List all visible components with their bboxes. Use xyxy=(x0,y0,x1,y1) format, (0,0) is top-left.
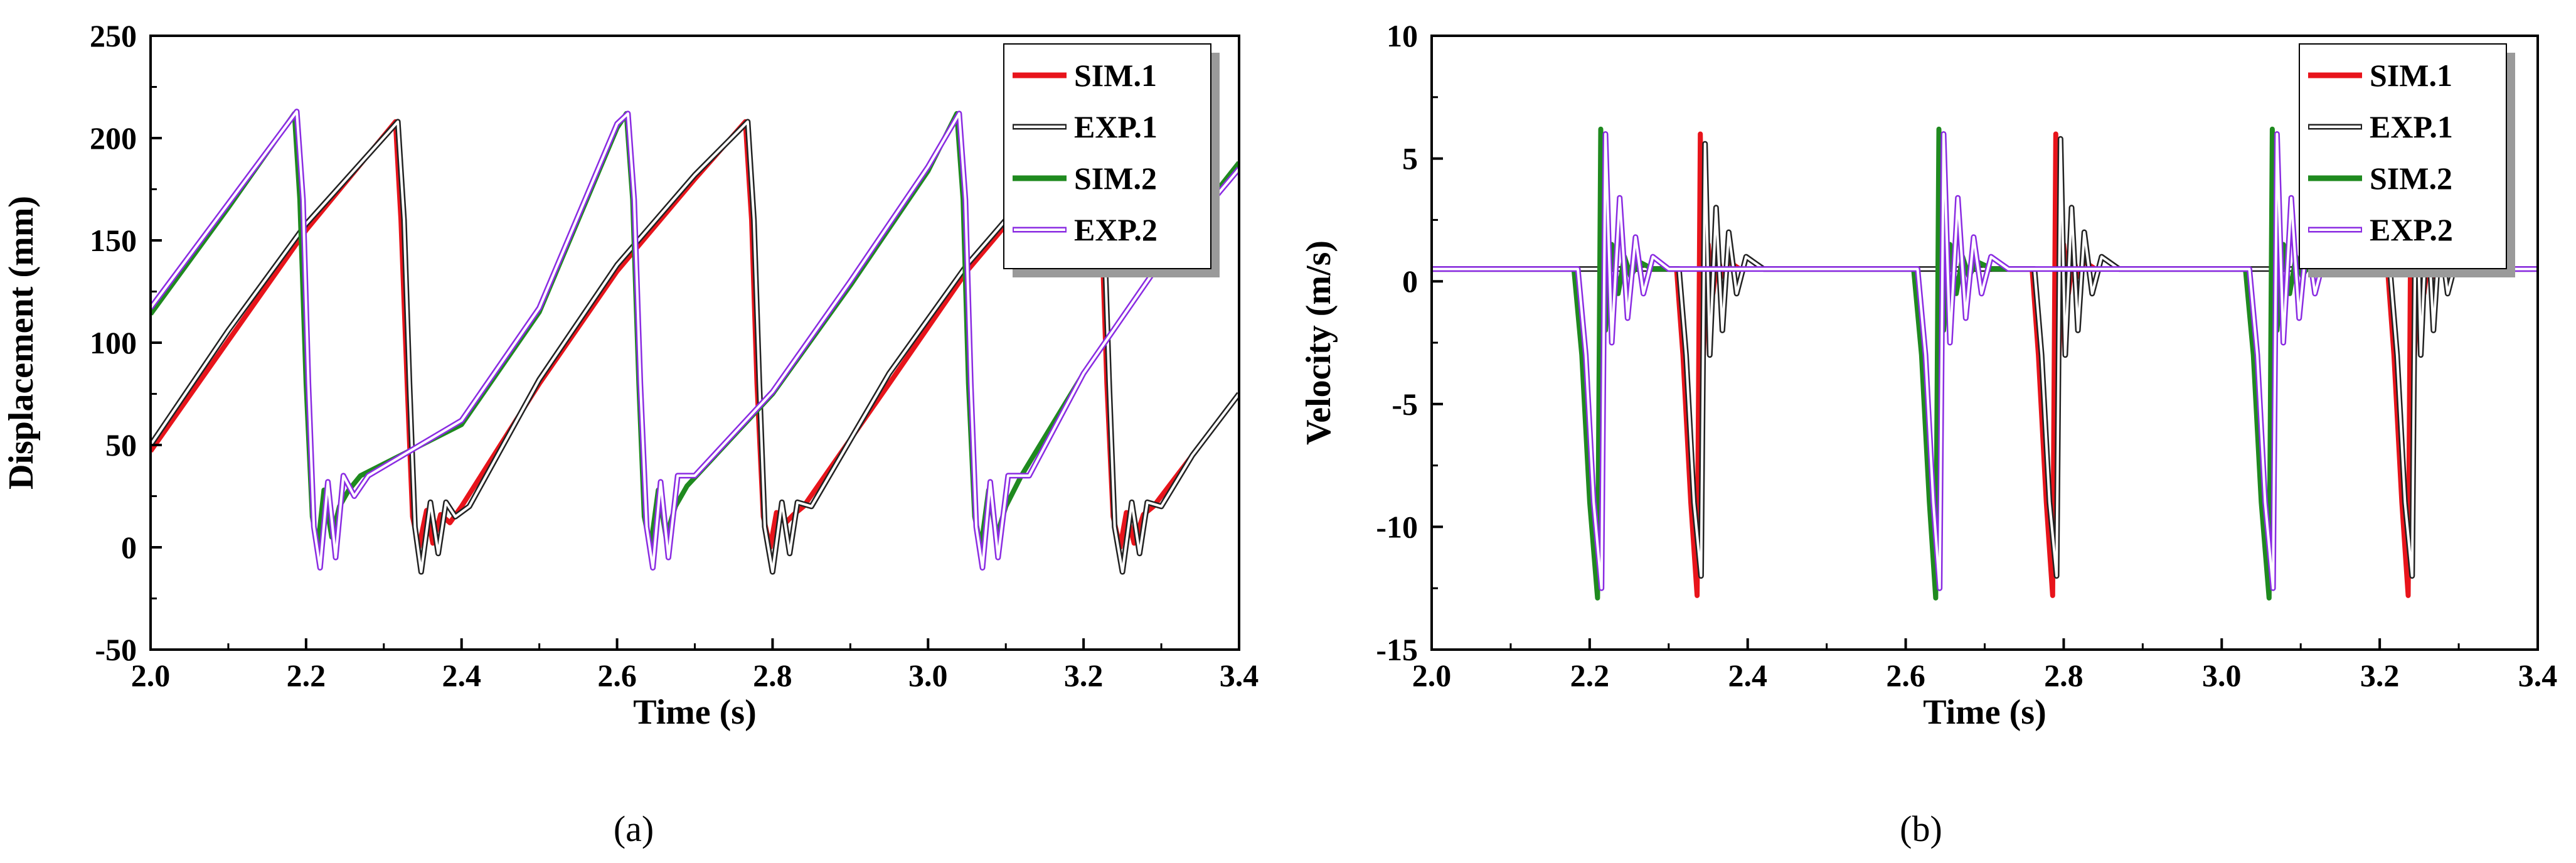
legend-label: SIM.1 xyxy=(2370,58,2452,93)
x-tick-label: 3.0 xyxy=(2202,658,2242,693)
chart-displacement: 2.0 2.2 2.4 2.6 2.8 3.0 3.2 3.4 -50 0 50 100 150 200 2… xyxy=(2,18,1259,849)
y-tick-label: 200 xyxy=(90,121,137,156)
x-axis-title: Time (s) xyxy=(1923,693,2046,732)
x-tick-label: 2.4 xyxy=(1728,658,1767,693)
legend-label: EXP.1 xyxy=(2370,109,2453,144)
legend-label: SIM.2 xyxy=(1074,161,1157,196)
x-tick-label: 2.0 xyxy=(1412,658,1452,693)
x-tick-label: 2.2 xyxy=(1570,658,1610,693)
x-tick-label: 2.6 xyxy=(597,658,637,693)
panel-label: (a) xyxy=(614,808,654,849)
x-tick-label: 3.4 xyxy=(1220,658,1259,693)
y-axis-title: Velocity (m/s) xyxy=(1299,240,1338,445)
plot-area xyxy=(151,109,1239,575)
y-tick-label: 10 xyxy=(1386,18,1418,53)
series-line-exp2-inner xyxy=(151,110,1239,569)
y-tick-label: 250 xyxy=(90,18,137,53)
x-tick-label: 2.8 xyxy=(2044,658,2084,693)
legend-label: EXP.1 xyxy=(1074,109,1158,144)
chart-velocity: 2.0 2.2 2.4 2.6 2.8 3.0 3.2 3.4 -15 -10 -5 0 5 10 Time… xyxy=(1299,18,2557,849)
y-tick-label: 100 xyxy=(90,325,137,360)
legend-label: SIM.2 xyxy=(2370,161,2452,196)
series-line-exp1-inner xyxy=(151,120,1239,574)
y-axis-title: Displacement (mm) xyxy=(2,196,41,490)
x-tick-label: 2.4 xyxy=(442,658,481,693)
legend: SIM.1 EXP.1 SIM.2 EXP.2 xyxy=(2299,43,2515,277)
y-tick-label: 150 xyxy=(90,223,137,258)
x-tick-label: 2.0 xyxy=(131,658,171,693)
y-tick-label: 0 xyxy=(1402,264,1418,299)
y-tick-label: -5 xyxy=(1392,387,1418,422)
x-tick-label: 3.2 xyxy=(1064,658,1104,693)
x-tick-label: 2.8 xyxy=(753,658,792,693)
x-tick-label: 2.6 xyxy=(1886,658,1925,693)
x-tick-label: 3.0 xyxy=(908,658,948,693)
series-line-exp2-inner xyxy=(1432,132,2538,590)
x-tick-label: 3.2 xyxy=(2360,658,2400,693)
legend-label: SIM.1 xyxy=(1074,58,1157,93)
y-tick-label: -15 xyxy=(1376,632,1418,667)
y-tick-label: 0 xyxy=(121,530,137,565)
legend: SIM.1 EXP.1 SIM.2 EXP.2 xyxy=(1003,43,1220,277)
y-tick-label: -10 xyxy=(1376,509,1418,544)
y-tick-label: -50 xyxy=(95,632,137,667)
panel-label: (b) xyxy=(1900,808,1942,849)
legend-label: EXP.2 xyxy=(1074,212,1158,247)
x-tick-label: 2.2 xyxy=(287,658,326,693)
y-tick-label: 50 xyxy=(105,427,137,463)
x-tick-label: 3.4 xyxy=(2518,658,2558,693)
x-axis-title: Time (s) xyxy=(633,693,757,732)
y-tick-label: 5 xyxy=(1402,141,1418,176)
legend-label: EXP.2 xyxy=(2370,212,2453,247)
